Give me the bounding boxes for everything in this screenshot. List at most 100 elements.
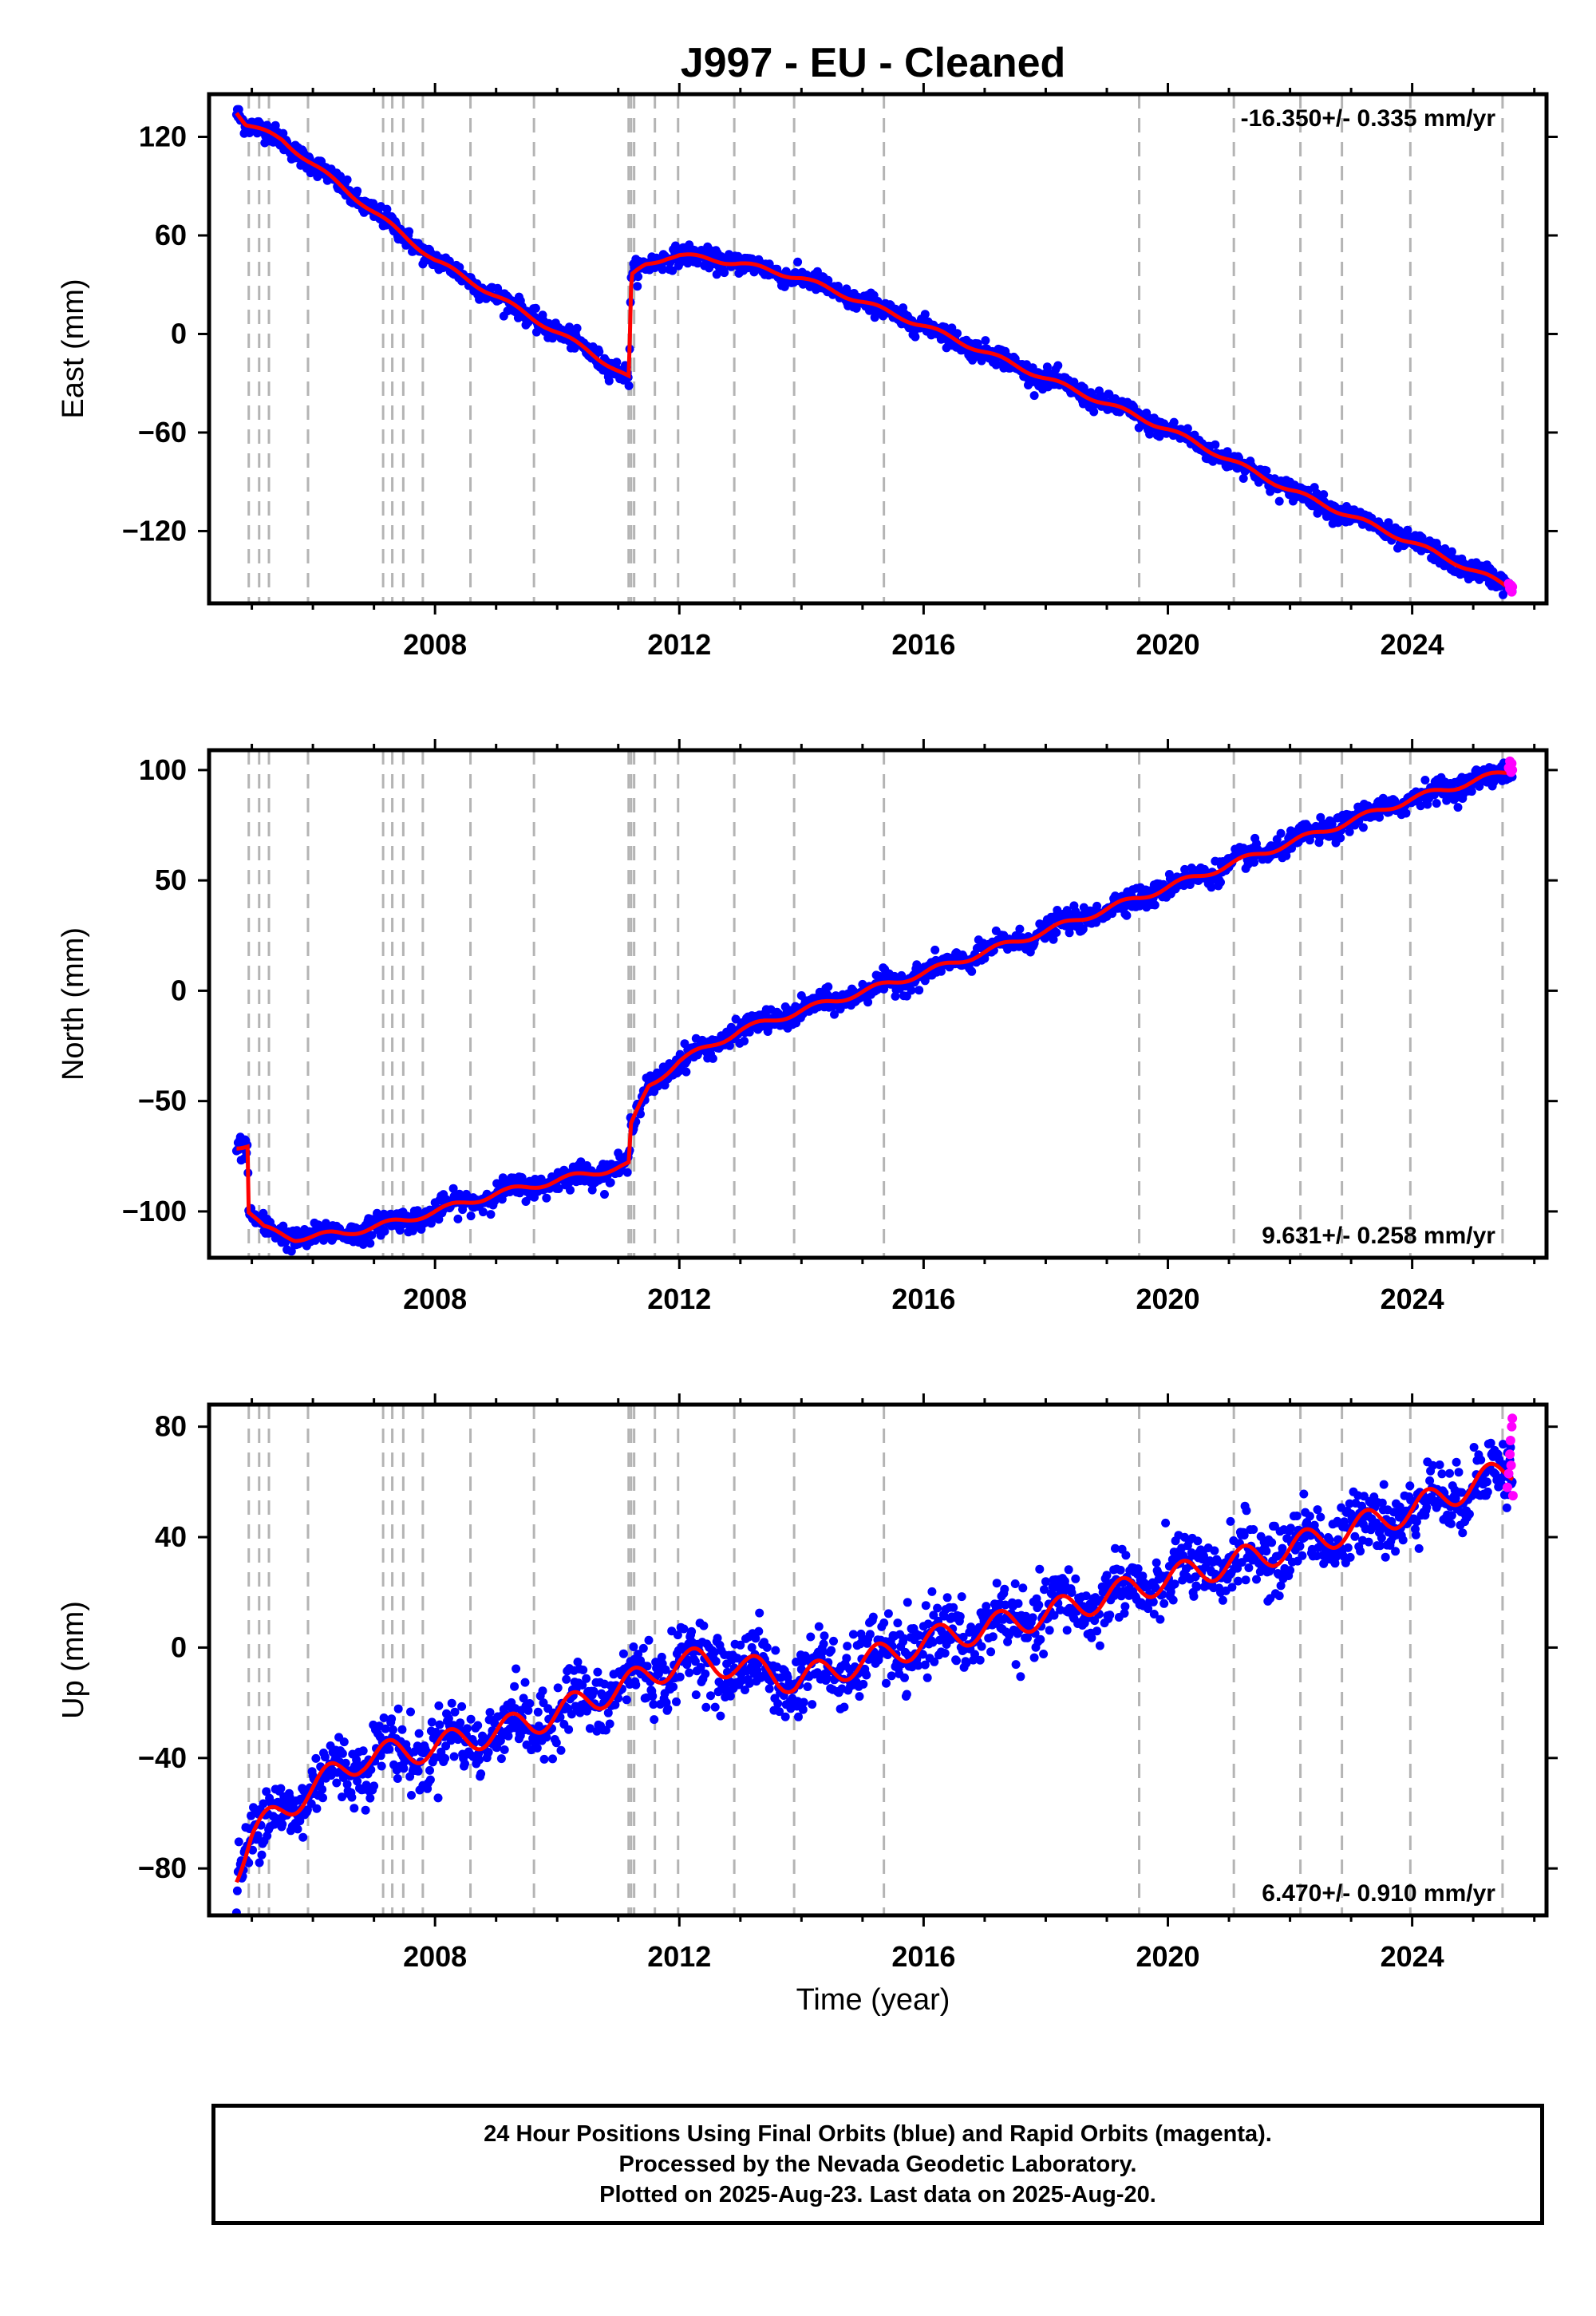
data-point [500,1745,509,1754]
y-tick-label: −60 [138,416,187,449]
data-point [1028,1613,1037,1622]
data-point [1071,1574,1080,1583]
data-point [842,1654,851,1663]
data-point [1298,1551,1307,1560]
data-point [1227,1583,1237,1592]
data-point [685,1668,694,1678]
data-point [382,204,392,214]
data-point [1040,1585,1049,1595]
data-point [296,1794,306,1804]
data-point [271,121,280,130]
data-point [914,1661,923,1670]
data-point [262,1787,271,1796]
data-point [1287,844,1296,853]
data-point [902,1690,911,1699]
data-point [771,1646,780,1655]
data-point [1013,1599,1023,1608]
data-point [1262,1547,1271,1556]
data-point [1420,776,1430,785]
data-point [444,1713,453,1723]
data-point [1045,1626,1054,1635]
data-point [725,1691,735,1701]
figure-title: J997 - EU - Cleaned [681,40,1066,86]
data-point [883,1650,892,1659]
data-point [361,1805,370,1815]
data-point [672,1697,681,1706]
data-point [929,1611,938,1620]
data-point [720,268,729,278]
data-point [450,1707,460,1717]
data-point [548,1754,557,1764]
data-point [473,1721,483,1730]
data-point [942,1593,952,1603]
data-point [449,1752,459,1761]
data-point [457,1701,467,1711]
data-point [937,1627,946,1637]
data-point [745,1678,754,1688]
data-point [1102,1571,1112,1580]
x-axis-label: Time (year) [796,1983,950,2017]
data-point [318,1784,327,1794]
data-point [373,1208,381,1218]
data-point [286,1247,296,1256]
data-point [1278,1543,1287,1553]
data-point [792,1658,801,1666]
data-point [605,1719,614,1729]
data-point [484,1748,493,1757]
data-point [276,1784,286,1793]
data-point [293,1824,302,1834]
y-tick-label: 0 [171,974,187,1006]
data-point [532,1743,542,1753]
data-point [539,1754,549,1764]
data-point [257,1850,267,1860]
data-point [675,1672,685,1682]
rate-label: -16.350+/- 0.335 mm/yr [1241,105,1496,132]
data-point [405,227,414,236]
data-point [962,1658,971,1668]
data-point [578,1681,587,1690]
data-point [1416,801,1425,811]
data-point [380,1227,389,1236]
data-point [1159,1599,1169,1608]
x-tick-label: 2012 [647,1282,711,1315]
data-point [799,1697,808,1707]
data-point [610,1700,620,1709]
data-point [691,1690,701,1700]
data-point [1262,466,1271,476]
data-point [520,1678,530,1687]
data-point [1401,808,1411,818]
data-point [1150,900,1159,910]
data-point [1029,391,1039,401]
data-point [1223,447,1232,456]
data-point [397,1725,407,1734]
data-point [973,339,982,349]
data-point [780,282,789,291]
rapid-point [1507,582,1518,592]
data-point [798,1705,808,1714]
data-point [379,1713,389,1722]
data-point [1345,827,1354,836]
data-point [1189,1591,1199,1601]
data-point [1239,1531,1249,1540]
data-point [425,1765,434,1775]
data-point [1062,1626,1072,1635]
data-point [879,1618,889,1627]
data-point [631,1680,641,1690]
data-point [478,1207,488,1217]
data-point [755,1608,764,1618]
data-point [1286,1524,1295,1533]
data-point [741,1686,749,1694]
data-point [441,1741,451,1751]
data-point [829,1636,838,1646]
data-point [1036,1634,1045,1644]
data-point [1122,911,1132,920]
data-point [425,1775,435,1784]
data-point [523,1705,533,1715]
data-point [353,1777,362,1786]
data-point [988,1632,998,1642]
data-point [1121,1551,1131,1560]
data-point [453,1214,463,1223]
panel-frame [207,748,1549,1260]
